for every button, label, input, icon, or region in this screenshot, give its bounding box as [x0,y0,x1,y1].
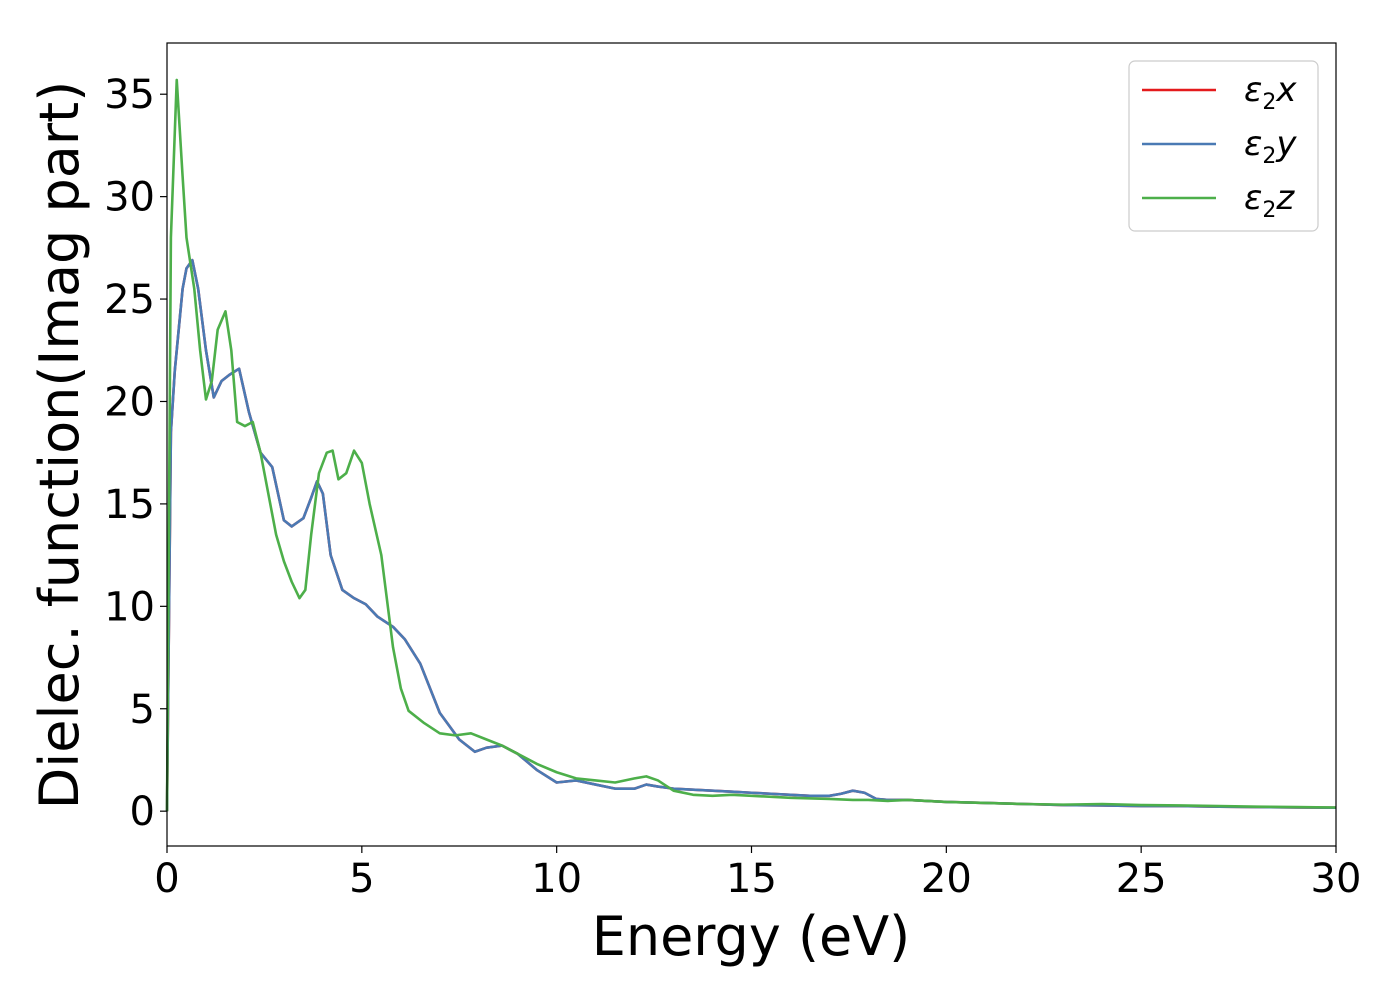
series-line-3 [165,78,1337,812]
y-tick-label: 25 [104,277,155,323]
legend: ε2x ε2y ε2z [1128,60,1319,232]
x-ticks: 0 5 10 15 20 25 30 [154,846,1361,902]
y-tick-label: 35 [104,72,155,118]
x-tick-label: 15 [726,856,777,902]
y-axis-title: Dielec. function(Imag part) [28,81,91,810]
legend-label-3: ε2z [1244,178,1295,223]
y-tick-label: 20 [104,379,155,425]
y-tick-label: 0 [130,789,155,835]
legend-box [1128,60,1319,232]
x-axis-title: Energy (eV) [592,905,911,968]
y-tick-label: 15 [104,482,155,528]
legend-label-2: ε2y [1244,124,1297,169]
x-tick-label: 5 [349,856,374,902]
plot-lines [165,78,1337,812]
legend-label-1: ε2x [1244,70,1297,115]
x-tick-label: 20 [921,856,972,902]
y-ticks: 0 5 10 15 20 25 30 35 [104,72,167,835]
x-tick-label: 10 [531,856,582,902]
y-tick-label: 30 [104,175,155,221]
x-tick-label: 25 [1116,856,1167,902]
y-tick-label: 10 [104,584,155,630]
x-tick-label: 0 [154,856,179,902]
series-line-2 [165,258,1337,812]
legend-items: ε2x ε2y ε2z [1142,70,1297,223]
series-line-1 [165,258,1337,812]
y-tick-label: 5 [130,687,155,733]
x-tick-label: 30 [1311,856,1362,902]
